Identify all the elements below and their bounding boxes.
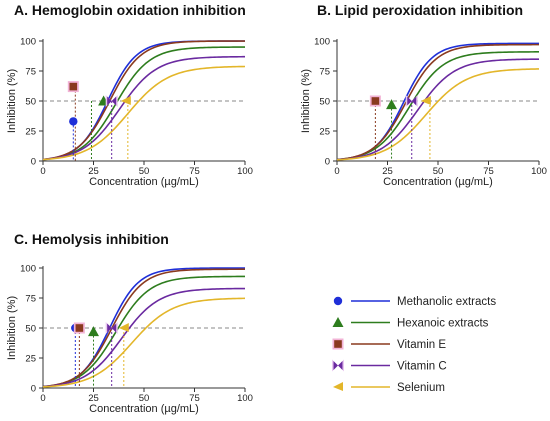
panel-2-marker-selenium bbox=[118, 323, 129, 332]
panel-1-marker-hexanoic-extracts-shape bbox=[386, 99, 398, 110]
panel-1-marker-vitamin-e bbox=[369, 95, 381, 107]
panel-1-y-axis-label: Inhibition (%) bbox=[300, 69, 312, 133]
panel-0-marker-selenium-shape bbox=[120, 96, 131, 105]
panel-2-marker-vitamin-c-shape-l bbox=[107, 323, 112, 333]
panel-1-xtick-label: 0 bbox=[334, 166, 339, 177]
panel-0-xtick-label: 100 bbox=[237, 166, 253, 177]
panel-2-xtick-label: 25 bbox=[88, 393, 99, 404]
panel-0: A. Hemoglobin oxidation inhibition 0 25 50 7… bbox=[6, 2, 253, 188]
panel-0-y-axis-label: Inhibition (%) bbox=[6, 69, 18, 133]
panel-1-marker-vitamin-c-shape-r bbox=[411, 96, 417, 106]
panel-1-curve-hexanoic-extracts bbox=[336, 51, 540, 161]
panel-1-xtick-label: 50 bbox=[433, 166, 444, 177]
legend-label-methanolic-extracts: Methanolic extracts bbox=[397, 296, 496, 308]
legend: Methanolic extracts Hexanoic extracts Vita… bbox=[332, 296, 496, 394]
panel-0-curve-vitamin-e bbox=[42, 40, 245, 161]
panel-1-marker-selenium bbox=[420, 96, 431, 105]
panel-0-xtick-label: 25 bbox=[88, 166, 99, 177]
panel-1-xtick-label: 25 bbox=[382, 166, 393, 177]
legend-label-hexanoic-extracts: Hexanoic extracts bbox=[397, 318, 489, 330]
panel-0-marker-vitamin-c-shape-l bbox=[107, 96, 112, 106]
panel-0-marker-vitamin-c-shape-r bbox=[111, 96, 117, 106]
panel-1: B. Lipid peroxidation inhibition 0 25 50 75 1… bbox=[300, 2, 547, 188]
panel-2-curve-hexanoic-extracts bbox=[42, 275, 246, 388]
panel-0-curve-vitamin-c bbox=[42, 55, 246, 161]
panel-0-marker-vitamin-e-shape bbox=[69, 82, 78, 91]
panel-2-ytick-label: 100 bbox=[20, 263, 36, 274]
panel-1-curve-selenium bbox=[336, 68, 540, 161]
panel-2-xtick-label: 50 bbox=[139, 393, 150, 404]
panel-2-xtick-label: 75 bbox=[189, 393, 200, 404]
panel-0-curve-selenium bbox=[42, 65, 246, 161]
legend-marker-selenium bbox=[333, 382, 343, 391]
panel-0-title: A. Hemoglobin oxidation inhibition bbox=[14, 2, 246, 18]
panel-0-ytick-label: 75 bbox=[25, 66, 36, 77]
panel-0-marker-methanolic-extracts bbox=[69, 117, 78, 126]
panel-1-ytick-label: 25 bbox=[319, 126, 330, 137]
panel-1-marker-vitamin-e-shape bbox=[371, 97, 380, 105]
legend-label-vitamin-c: Vitamin C bbox=[397, 361, 447, 373]
panel-2-marker-hexanoic-extracts bbox=[88, 326, 99, 337]
legend-marker-selenium-shape bbox=[333, 382, 343, 391]
legend-marker-methanolic-extracts-shape bbox=[333, 296, 343, 306]
panel-1-xtick-label: 75 bbox=[483, 166, 494, 177]
panel-0-xtick-label: 50 bbox=[139, 166, 150, 177]
panel-0-ytick-label: 50 bbox=[25, 96, 36, 107]
panel-2-xtick-label: 0 bbox=[40, 393, 45, 404]
panel-2-curve-selenium bbox=[42, 297, 246, 388]
panel-0-ytick-label: 100 bbox=[20, 36, 36, 47]
panel-2-y-axis-label: Inhibition (%) bbox=[6, 296, 18, 360]
legend-marker-hexanoic-extracts-shape bbox=[332, 317, 344, 327]
panel-0-marker-selenium bbox=[120, 96, 131, 105]
panel-1-curve-vitamin-c bbox=[336, 58, 540, 161]
panel-2-x-axis-label: Concentration (µg/mL) bbox=[89, 403, 199, 415]
panel-0-marker-vitamin-e bbox=[67, 81, 79, 93]
panel-2-curve-vitamin-e bbox=[42, 268, 246, 388]
panel-2-curve-vitamin-c bbox=[42, 287, 246, 388]
legend-marker-hexanoic-extracts bbox=[332, 317, 344, 327]
panel-0-marker-methanolic-extracts-shape bbox=[69, 117, 78, 126]
legend-marker-vitamin-c bbox=[332, 359, 344, 372]
panel-2-marker-selenium-shape bbox=[118, 323, 129, 332]
legend-marker-methanolic-extracts bbox=[333, 296, 343, 306]
legend-label-vitamin-e: Vitamin E bbox=[397, 339, 446, 351]
panel-0-xtick-label: 0 bbox=[40, 166, 45, 177]
panel-1-x-axis-label: Concentration (µg/mL) bbox=[383, 176, 493, 188]
panel-1-xtick-label: 100 bbox=[531, 166, 547, 177]
panel-2-marker-vitamin-e-shape bbox=[75, 324, 84, 332]
panel-0-ytick-label: 0 bbox=[31, 156, 36, 167]
panel-2-ytick-label: 0 bbox=[31, 383, 36, 394]
panel-1-ytick-label: 75 bbox=[319, 66, 330, 77]
panel-1-marker-selenium-shape bbox=[420, 96, 431, 105]
panel-2-xtick-label: 100 bbox=[237, 393, 253, 404]
panel-1-ytick-label: 100 bbox=[314, 36, 330, 47]
panel-2: C. Hemolysis inhibition 0 25 50 75 100 0 25 50 75… bbox=[6, 231, 253, 415]
panel-1-ytick-label: 0 bbox=[325, 156, 330, 167]
panel-1-marker-hexanoic-extracts bbox=[386, 99, 398, 110]
panel-2-title: C. Hemolysis inhibition bbox=[14, 231, 169, 247]
panel-1-curve-vitamin-e bbox=[336, 43, 539, 161]
panel-1-marker-vitamin-c bbox=[405, 95, 418, 107]
legend-marker-vitamin-c-shape-l bbox=[333, 361, 338, 370]
legend-label-selenium: Selenium bbox=[397, 382, 445, 394]
panel-2-marker-hexanoic-extracts-shape bbox=[88, 326, 99, 337]
legend-marker-vitamin-c-shape-r bbox=[338, 361, 343, 370]
panel-2-marker-vitamin-c-shape-r bbox=[111, 323, 117, 333]
panel-0-curve-hexanoic-extracts bbox=[42, 46, 246, 161]
panel-0-ytick-label: 25 bbox=[25, 126, 36, 137]
panel-2-ytick-label: 25 bbox=[25, 353, 36, 364]
panel-2-marker-vitamin-c bbox=[105, 322, 118, 334]
panel-2-ytick-label: 50 bbox=[25, 323, 36, 334]
panel-2-marker-vitamin-e bbox=[73, 322, 85, 334]
legend-marker-vitamin-e-shape bbox=[334, 340, 342, 348]
panel-2-ytick-label: 75 bbox=[25, 293, 36, 304]
panel-0-xtick-label: 75 bbox=[189, 166, 200, 177]
panel-1-marker-vitamin-c-shape-l bbox=[407, 96, 412, 106]
panel-1-ytick-label: 50 bbox=[319, 96, 330, 107]
panel-0-x-axis-label: Concentration (µg/mL) bbox=[89, 176, 199, 188]
panel-0-marker-vitamin-c bbox=[105, 95, 118, 107]
panel-1-title: B. Lipid peroxidation inhibition bbox=[317, 2, 523, 18]
legend-marker-vitamin-e bbox=[332, 338, 344, 350]
